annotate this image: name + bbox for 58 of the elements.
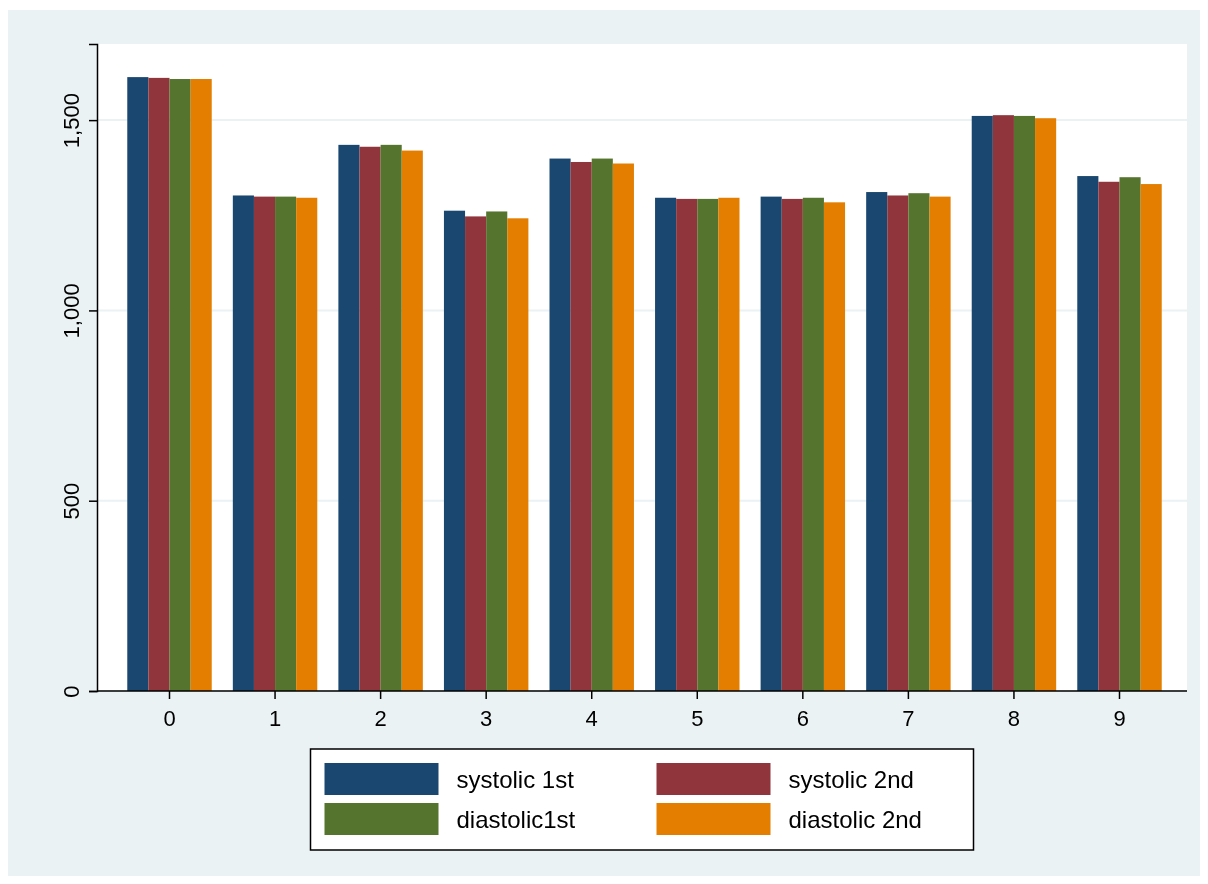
bar xyxy=(1013,115,1036,691)
bar xyxy=(823,202,846,691)
y-tick-label: 0 xyxy=(59,685,84,698)
bar xyxy=(359,146,381,691)
bar xyxy=(697,198,719,691)
bar xyxy=(1119,177,1141,691)
bar xyxy=(802,197,824,691)
bar xyxy=(338,144,360,691)
x-tick-label: 1 xyxy=(268,706,282,732)
bar xyxy=(971,115,993,691)
bar xyxy=(127,77,149,691)
bar xyxy=(1035,118,1057,691)
y-tick-label: 1,000 xyxy=(59,283,84,339)
bar xyxy=(443,210,466,691)
x-tick-label: 8 xyxy=(1007,706,1021,732)
x-tick-label: 4 xyxy=(585,706,598,732)
bar xyxy=(781,198,803,691)
x-tick-label: 5 xyxy=(691,706,704,732)
legend-label: diastolic 2nd xyxy=(788,806,922,833)
bar xyxy=(655,197,677,691)
bar xyxy=(570,161,592,691)
x-tick-label: 9 xyxy=(1113,706,1126,732)
bar xyxy=(507,218,529,691)
bar xyxy=(1077,176,1099,691)
x-tick-label: 6 xyxy=(796,706,809,732)
bar xyxy=(760,196,782,691)
bar xyxy=(380,144,402,691)
y-tick-label: 500 xyxy=(59,482,84,520)
bar xyxy=(929,196,951,691)
x-tick-label: 7 xyxy=(902,706,915,732)
bar xyxy=(401,150,423,691)
bar xyxy=(232,195,254,691)
bar xyxy=(549,158,571,691)
bar xyxy=(676,198,698,691)
x-tick-label: 3 xyxy=(480,706,493,732)
bar xyxy=(908,193,930,691)
bar xyxy=(1098,181,1120,691)
bar xyxy=(887,195,909,691)
bar xyxy=(718,197,740,691)
bar xyxy=(992,115,1014,691)
x-tick-label: 2 xyxy=(374,706,387,732)
bar xyxy=(275,196,297,691)
bar xyxy=(148,77,170,691)
bar xyxy=(486,211,508,691)
bar xyxy=(190,79,212,691)
bar xyxy=(465,216,487,691)
bar xyxy=(591,158,613,691)
bar xyxy=(866,192,888,691)
bar xyxy=(169,79,191,691)
legend-label: diastolic1st xyxy=(456,806,576,833)
legend-label: systolic 2nd xyxy=(788,766,914,793)
bar xyxy=(612,163,634,691)
bar xyxy=(253,196,276,691)
bar xyxy=(1140,184,1162,691)
legend-label: systolic 1st xyxy=(456,766,575,793)
y-tick-label: 1,500 xyxy=(59,93,84,149)
x-tick-label: 0 xyxy=(163,706,176,732)
bar xyxy=(296,197,318,691)
